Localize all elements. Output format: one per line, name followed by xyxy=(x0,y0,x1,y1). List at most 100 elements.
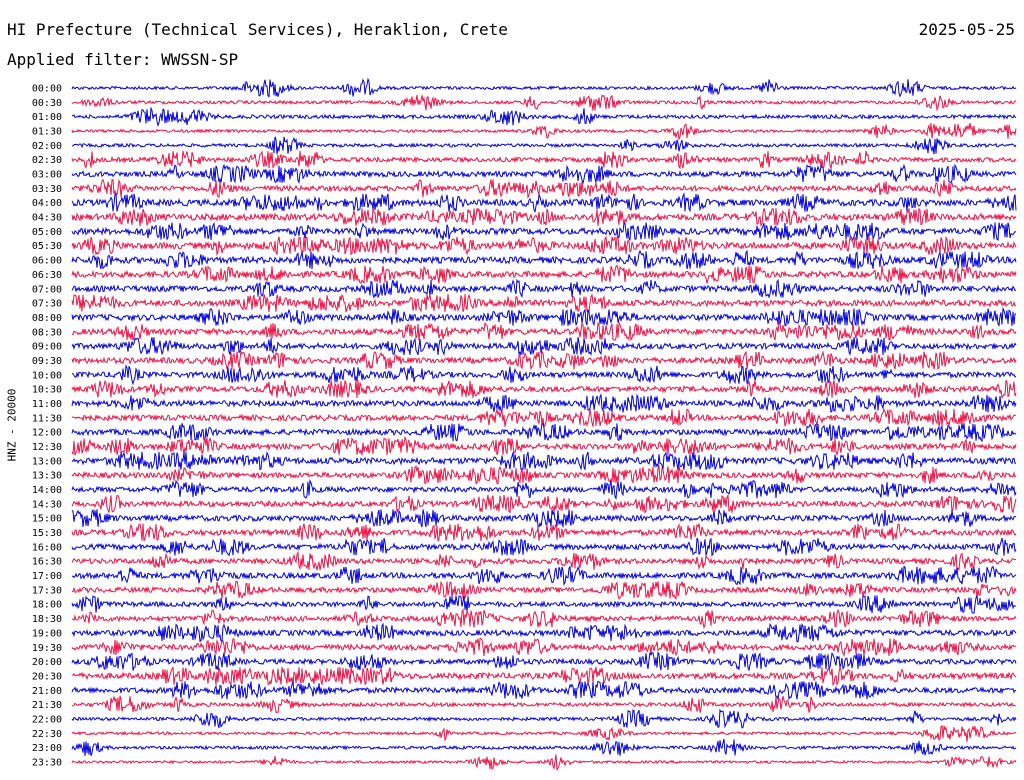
seismic-trace xyxy=(71,665,1017,687)
seismic-trace xyxy=(71,150,1017,170)
time-label: 23:00 xyxy=(32,743,62,754)
time-label: 07:30 xyxy=(32,299,62,310)
seismic-trace xyxy=(71,738,1017,757)
seismic-trace xyxy=(71,594,1017,614)
time-label: 04:00 xyxy=(32,198,62,209)
time-label: 23:30 xyxy=(32,757,62,768)
seismic-trace xyxy=(71,638,1017,658)
seismic-trace xyxy=(71,607,1017,630)
record-date: 2025-05-25 xyxy=(918,20,1015,39)
time-label: 15:00 xyxy=(32,514,62,525)
seismic-trace xyxy=(71,754,1017,771)
seismic-trace xyxy=(71,278,1017,299)
seismic-trace xyxy=(71,293,1017,313)
time-label: 11:00 xyxy=(32,399,62,410)
time-label: 06:30 xyxy=(32,270,62,281)
time-label: 03:00 xyxy=(32,170,62,181)
time-label: 00:30 xyxy=(32,98,62,109)
seismic-trace xyxy=(72,364,1017,386)
seismic-trace xyxy=(71,565,1017,587)
seismic-trace xyxy=(71,464,1017,485)
seismic-trace xyxy=(71,523,1017,542)
seismic-trace xyxy=(71,508,1017,528)
seismic-trace xyxy=(71,393,1017,414)
applied-filter-label: Applied filter: WWSSN-SP xyxy=(7,50,239,69)
time-label: 22:30 xyxy=(32,729,62,740)
time-label: 20:30 xyxy=(32,671,62,682)
time-labels: 00:00 00:30 01:00 01:30 02:00 02:30 03:00 03:30… xyxy=(32,84,62,769)
time-label: 17:30 xyxy=(32,585,62,596)
seismic-trace xyxy=(71,136,1017,155)
seismic-trace xyxy=(71,651,1017,672)
seismic-trace xyxy=(71,122,1017,141)
seismic-trace xyxy=(71,537,1017,557)
station-title: HI Prefecture (Technical Services), Hera… xyxy=(7,20,508,39)
seismic-trace xyxy=(71,435,1017,456)
seismic-trace xyxy=(71,349,1017,371)
time-label: 12:00 xyxy=(32,428,62,439)
time-label: 18:30 xyxy=(32,614,62,625)
time-label: 11:30 xyxy=(32,413,62,424)
seismic-trace xyxy=(71,207,1017,228)
seismic-trace xyxy=(71,106,1017,127)
seismic-trace xyxy=(71,77,1017,98)
seismic-trace xyxy=(71,94,1017,112)
seismic-trace xyxy=(71,423,1017,443)
time-label: 01:00 xyxy=(32,112,62,123)
time-label: 07:00 xyxy=(32,284,62,295)
seismic-trace xyxy=(71,178,1017,200)
time-label: 09:30 xyxy=(32,356,62,367)
seismic-trace xyxy=(71,580,1017,601)
time-label: 00:00 xyxy=(32,84,62,95)
seismic-trace xyxy=(71,550,1017,572)
time-label: 10:00 xyxy=(32,370,62,381)
time-label: 08:00 xyxy=(32,313,62,324)
seismic-trace xyxy=(71,221,1017,241)
seismic-trace xyxy=(71,235,1017,257)
time-label: 01:30 xyxy=(32,127,62,138)
seismic-trace xyxy=(71,622,1017,643)
seismic-trace xyxy=(71,708,1017,729)
seismic-trace xyxy=(71,695,1017,713)
seismic-trace xyxy=(71,408,1017,428)
seismic-trace xyxy=(71,306,1017,327)
seismic-traces xyxy=(71,77,1017,771)
time-label: 02:30 xyxy=(32,155,62,166)
seismic-trace xyxy=(71,163,1017,185)
time-label: 17:00 xyxy=(32,571,62,582)
time-label: 16:00 xyxy=(32,542,62,553)
time-label: 18:00 xyxy=(32,600,62,611)
seismic-trace xyxy=(71,451,1017,471)
time-label: 22:00 xyxy=(32,714,62,725)
time-label: 16:30 xyxy=(32,557,62,568)
seismic-trace xyxy=(71,264,1017,285)
time-label: 13:00 xyxy=(32,456,62,467)
seismic-trace xyxy=(71,321,1017,342)
time-label: 06:00 xyxy=(32,256,62,267)
time-label: 09:00 xyxy=(32,342,62,353)
seismic-trace xyxy=(71,478,1017,500)
time-label: 14:00 xyxy=(32,485,62,496)
seismic-trace xyxy=(71,379,1017,400)
seismic-trace xyxy=(71,680,1017,701)
time-label: 03:30 xyxy=(32,184,62,195)
time-label: 10:30 xyxy=(32,385,62,396)
time-label: 19:00 xyxy=(32,628,62,639)
time-label: 21:00 xyxy=(32,686,62,697)
time-label: 14:30 xyxy=(32,499,62,510)
time-label: 20:00 xyxy=(32,657,62,668)
time-label: 15:30 xyxy=(32,528,62,539)
seismic-trace xyxy=(71,249,1017,270)
seismic-trace xyxy=(71,494,1017,514)
time-label: 05:30 xyxy=(32,241,62,252)
time-label: 12:30 xyxy=(32,442,62,453)
seismic-trace xyxy=(71,337,1017,357)
time-label: 05:00 xyxy=(32,227,62,238)
seismic-trace xyxy=(71,192,1017,214)
time-label: 21:30 xyxy=(32,700,62,711)
time-label: 19:30 xyxy=(32,643,62,654)
time-label: 02:00 xyxy=(32,141,62,152)
time-label: 04:30 xyxy=(32,213,62,224)
time-label: 08:30 xyxy=(32,327,62,338)
